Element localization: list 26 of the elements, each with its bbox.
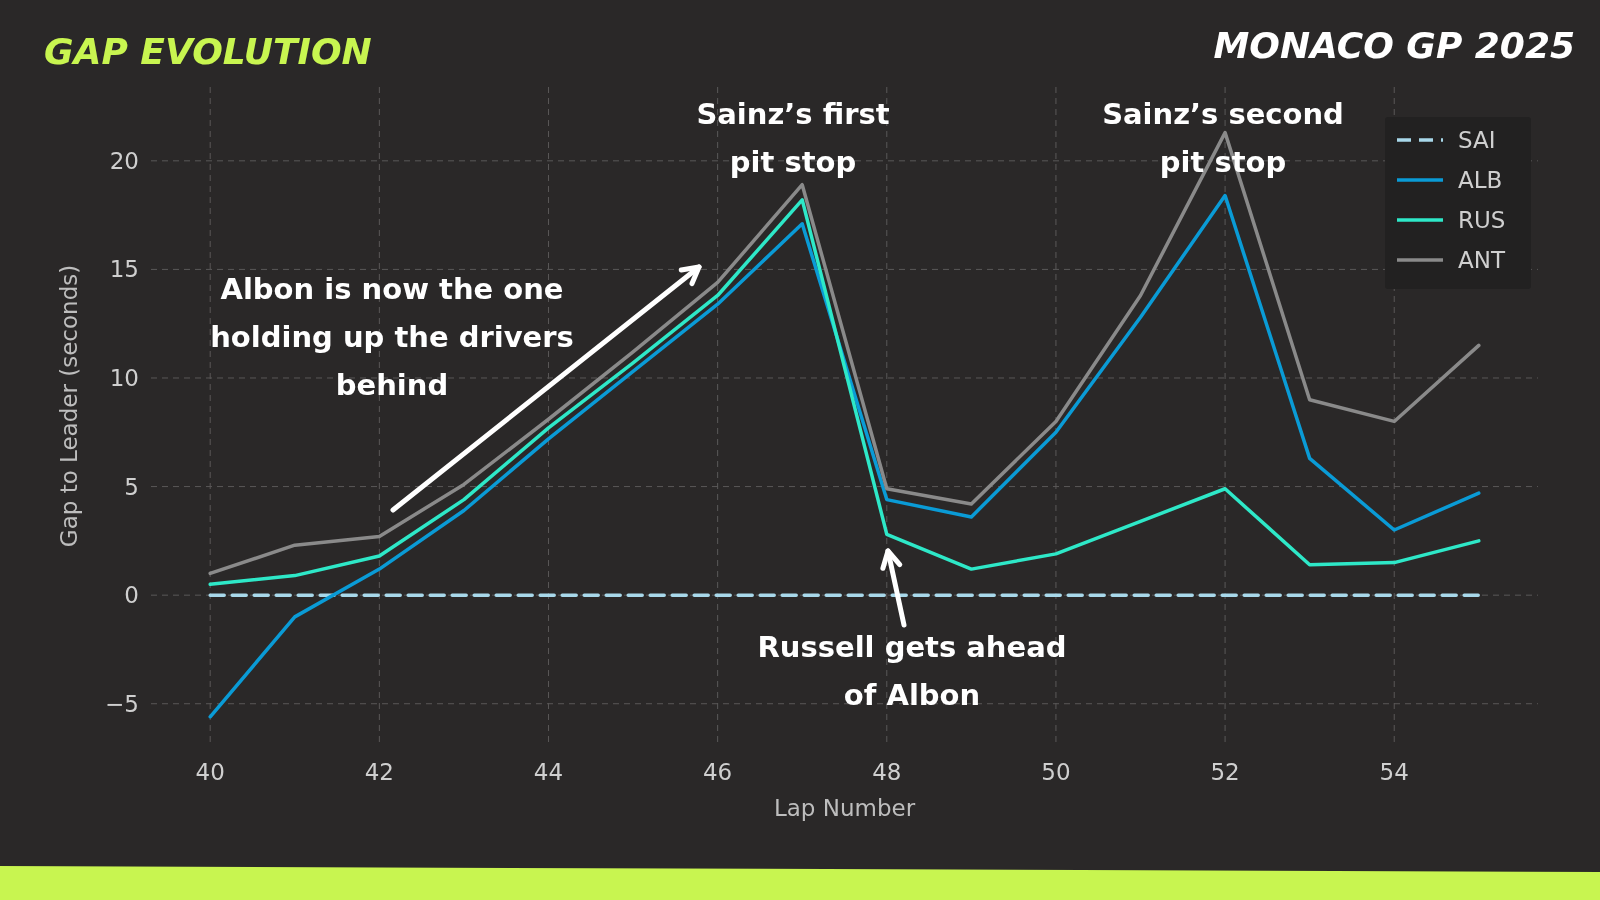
- x-tick-label: 40: [195, 759, 225, 785]
- y-tick-label: −5: [105, 690, 139, 717]
- legend-label: SAI: [1458, 127, 1496, 153]
- legend-label: ALB: [1458, 167, 1503, 193]
- y-tick-label: 0: [124, 582, 139, 609]
- annotation: Russell gets ahead of Albon: [757, 630, 1067, 712]
- x-tick-label: 48: [872, 759, 902, 785]
- chart-title: GAP EVOLUTION: [44, 31, 372, 72]
- y-tick-label: 5: [124, 473, 139, 500]
- legend-label: RUS: [1458, 207, 1506, 233]
- x-tick-label: 52: [1210, 759, 1240, 785]
- annotation: Sainz’s first pit stop: [696, 97, 890, 179]
- chart-subtitle: MONACO GP 2025: [1213, 25, 1575, 66]
- y-axis-title: Gap to Leader (seconds): [56, 264, 82, 548]
- y-tick-label: 15: [109, 256, 139, 283]
- x-tick-label: 54: [1379, 759, 1409, 785]
- legend-label: ANT: [1458, 247, 1506, 273]
- y-tick-label: 20: [109, 147, 139, 174]
- x-tick-label: 46: [703, 759, 733, 785]
- y-tick-label: 10: [109, 365, 139, 391]
- x-axis-title: Lap Number: [773, 795, 916, 821]
- x-tick-label: 42: [364, 759, 394, 785]
- annotation: Albon is now the one holding up the drivers behind: [210, 272, 574, 402]
- x-tick-label: 50: [1041, 759, 1071, 785]
- x-tick-label: 44: [533, 759, 564, 785]
- annotation: Sainz’s second pit stop: [1102, 97, 1344, 179]
